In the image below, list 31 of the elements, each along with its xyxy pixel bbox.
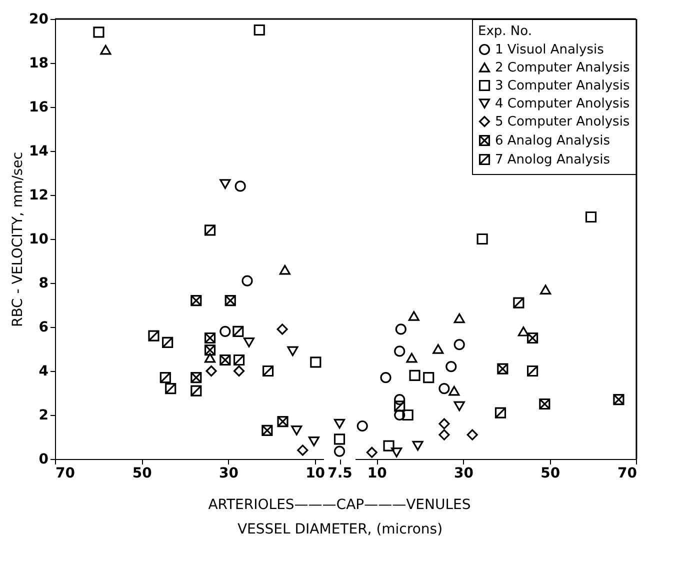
x-tick-label: 10 [306, 466, 326, 482]
y-tick-label: 6 [38, 320, 48, 336]
x-tick-label: 7.5 [328, 466, 352, 482]
y-tick-label: 8 [38, 276, 48, 292]
y-tick-label: 0 [38, 452, 49, 468]
y-tick-label: 4 [38, 364, 49, 380]
text: ARTERIOLES———CAP———VENULES [208, 497, 471, 513]
x-tick-label: 50 [132, 466, 152, 482]
y-tick-label: 12 [29, 188, 48, 204]
legend-label: 7 Anolog Analysis [495, 152, 610, 168]
x-tick-label: 70 [56, 466, 76, 482]
legend-label: 5 Computer Anolysis [495, 114, 630, 130]
y-tick-label: 16 [29, 100, 48, 116]
legend-label: 4 Computer Anolysis [495, 96, 630, 112]
x-tick-label: 70 [617, 466, 638, 482]
y-tick-label: 2 [38, 408, 48, 424]
x-tick-label: 30 [454, 466, 474, 482]
y-axis-title: RBC - VELOCITY, mm/sec [10, 152, 26, 328]
y-tick-label: 10 [29, 232, 49, 248]
x-tick-label: 30 [218, 466, 239, 482]
y-tick-label: 20 [29, 12, 49, 28]
y-tick-label: 14 [29, 144, 49, 160]
legend-label: 3 Computer Analysis [495, 78, 630, 94]
x-axis-title: VESSEL DIAMETER, (microns) [237, 522, 443, 538]
legend-label: 6 Analog Analysis [495, 134, 610, 148]
x-tick-label: 10 [367, 466, 388, 482]
legend-label: 1 Visuol Analysis [495, 42, 604, 58]
legend-title: Exp. No. [478, 24, 532, 39]
legend-label: 2 Computer Analysis [495, 60, 630, 76]
x-tick-label: 50 [540, 466, 560, 482]
y-tick-label: 18 [29, 56, 48, 72]
